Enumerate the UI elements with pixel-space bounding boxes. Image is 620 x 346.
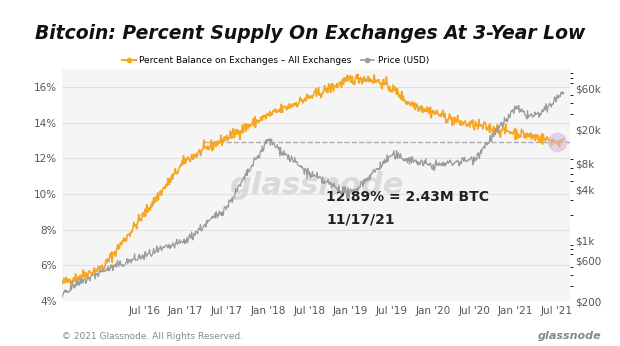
Text: glassnode: glassnode [229, 171, 404, 200]
Text: © 2021 Glassnode. All Rights Reserved.: © 2021 Glassnode. All Rights Reserved. [62, 332, 243, 341]
Text: Bitcoin: Percent Supply On Exchanges At 3-Year Low: Bitcoin: Percent Supply On Exchanges At … [35, 24, 585, 43]
Legend: Percent Balance on Exchanges – All Exchanges, Price (USD): Percent Balance on Exchanges – All Excha… [118, 53, 433, 69]
Text: 12.89% = 2.43M BTC
11/17/21: 12.89% = 2.43M BTC 11/17/21 [326, 190, 489, 226]
Text: glassnode: glassnode [538, 331, 601, 341]
